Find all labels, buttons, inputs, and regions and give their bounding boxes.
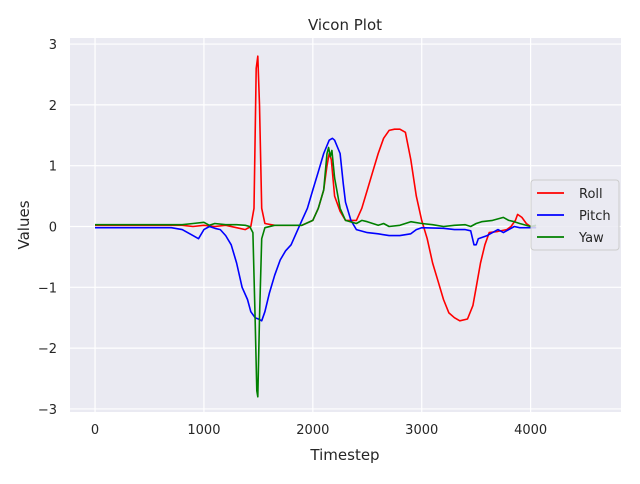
legend: Roll Pitch Yaw [530, 179, 620, 251]
x-axis-label: Timestep [309, 446, 379, 464]
legend-label-yaw: Yaw [578, 231, 604, 246]
y-tick-label: 3 [49, 38, 57, 53]
series-line-yaw [95, 146, 537, 398]
y-axis-label: Values [15, 200, 33, 249]
tick-labels: 0 1000 2000 3000 4000 −3 −2 −1 0 1 2 3 [38, 38, 547, 438]
x-tick-label: 3000 [405, 423, 438, 438]
x-tick-label: 1000 [187, 423, 220, 438]
legend-box [530, 179, 620, 251]
legend-label-pitch: Pitch [579, 209, 611, 224]
y-tick-label: 0 [49, 221, 57, 236]
y-tick-label: −1 [38, 281, 57, 296]
series-line-pitch [95, 137, 537, 322]
y-tick-label: −3 [38, 403, 57, 418]
y-tick-label: 1 [49, 160, 57, 175]
legend-label-roll: Roll [579, 187, 603, 202]
chart-title: Vicon Plot [308, 16, 382, 34]
x-tick-label: 2000 [296, 423, 329, 438]
y-tick-label: −2 [38, 342, 57, 357]
x-tick-label: 4000 [514, 423, 547, 438]
series-lines [95, 55, 537, 398]
x-tick-label: 0 [91, 423, 99, 438]
series-line-roll [95, 55, 537, 322]
y-tick-label: 2 [49, 99, 57, 114]
